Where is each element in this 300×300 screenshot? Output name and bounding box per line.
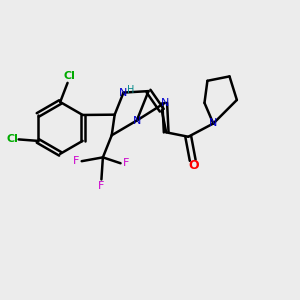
Text: F: F [98,181,105,191]
Text: N: N [209,118,218,128]
Text: Cl: Cl [6,134,18,144]
Text: N: N [119,88,128,98]
Text: N: N [160,98,169,108]
Text: N: N [133,116,141,126]
Text: O: O [189,159,200,172]
Text: F: F [123,158,130,168]
Text: H: H [127,85,134,95]
Text: Cl: Cl [63,71,75,81]
Text: F: F [73,156,79,166]
